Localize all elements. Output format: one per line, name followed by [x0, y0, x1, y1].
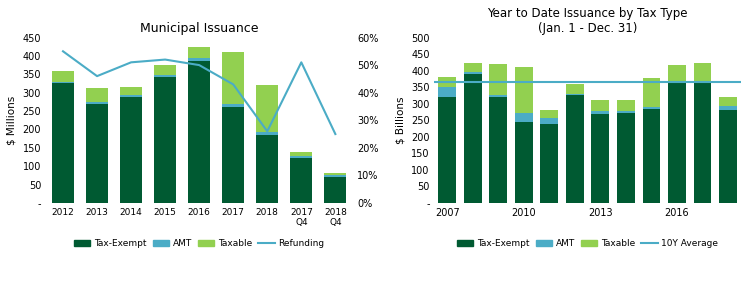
Bar	[617, 113, 635, 203]
Bar	[290, 156, 313, 158]
Bar	[154, 75, 176, 77]
Bar	[719, 110, 737, 203]
Bar	[438, 87, 456, 97]
Bar	[324, 173, 346, 175]
Bar	[617, 100, 635, 111]
Bar	[256, 135, 278, 203]
Bar	[668, 82, 686, 203]
Bar	[120, 97, 142, 203]
Bar	[643, 107, 661, 109]
Bar	[515, 122, 532, 203]
Refunding	[58, 49, 68, 53]
Bar	[489, 64, 507, 95]
Bar	[719, 106, 737, 110]
Bar	[324, 175, 346, 177]
Bar	[541, 110, 558, 118]
Bar	[120, 87, 142, 95]
Refunding	[229, 83, 238, 86]
Refunding	[331, 132, 340, 136]
Refunding	[92, 74, 101, 78]
Refunding	[127, 60, 136, 64]
Refunding	[160, 58, 170, 61]
Bar	[52, 84, 74, 203]
Bar	[222, 104, 245, 107]
Legend: Tax-Exempt, AMT, Taxable, 10Y Average: Tax-Exempt, AMT, Taxable, 10Y Average	[453, 235, 722, 251]
Bar	[694, 81, 712, 83]
Title: Year to Date Issuance by Tax Type
(Jan. 1 - Dec. 31): Year to Date Issuance by Tax Type (Jan. …	[488, 7, 688, 35]
Bar	[668, 65, 686, 81]
Y-axis label: $ Millions: $ Millions	[7, 96, 17, 145]
Bar	[566, 84, 584, 94]
Bar	[290, 158, 313, 203]
Bar	[324, 177, 346, 203]
Bar	[489, 97, 507, 203]
Bar	[188, 59, 210, 61]
Bar	[541, 124, 558, 203]
Refunding	[297, 60, 306, 64]
Bar	[515, 67, 532, 113]
Bar	[188, 61, 210, 203]
Bar	[566, 94, 584, 95]
Line: Refunding: Refunding	[63, 51, 335, 134]
Bar	[188, 48, 210, 59]
Bar	[464, 72, 482, 74]
Bar	[592, 100, 609, 111]
Refunding	[195, 63, 204, 67]
Bar	[438, 77, 456, 87]
Bar	[617, 111, 635, 113]
Bar	[222, 107, 245, 203]
Bar	[52, 82, 74, 84]
Bar	[668, 81, 686, 82]
Bar	[86, 88, 108, 102]
Bar	[222, 52, 245, 104]
Bar	[694, 83, 712, 203]
Bar	[592, 114, 609, 203]
Legend: Tax-Exempt, AMT, Taxable, Refunding: Tax-Exempt, AMT, Taxable, Refunding	[70, 235, 328, 251]
Bar	[643, 109, 661, 203]
Y-axis label: $ Billions: $ Billions	[395, 96, 406, 144]
Refunding	[262, 129, 272, 133]
Bar	[592, 111, 609, 114]
10Y Average	[442, 80, 452, 84]
Bar	[541, 118, 558, 124]
Bar	[52, 70, 74, 82]
Bar	[86, 104, 108, 203]
Bar	[154, 77, 176, 203]
Bar	[256, 132, 278, 135]
Bar	[566, 95, 584, 203]
Bar	[464, 63, 482, 72]
Title: Municipal Issuance: Municipal Issuance	[140, 22, 259, 35]
Bar	[86, 102, 108, 104]
Bar	[464, 74, 482, 203]
Bar	[489, 95, 507, 97]
Bar	[694, 63, 712, 81]
Bar	[515, 113, 532, 122]
Bar	[120, 95, 142, 97]
Bar	[719, 97, 737, 106]
Bar	[438, 97, 456, 203]
Bar	[643, 78, 661, 107]
Bar	[256, 85, 278, 132]
Bar	[290, 152, 313, 156]
10Y Average	[468, 80, 477, 84]
Bar	[154, 65, 176, 75]
